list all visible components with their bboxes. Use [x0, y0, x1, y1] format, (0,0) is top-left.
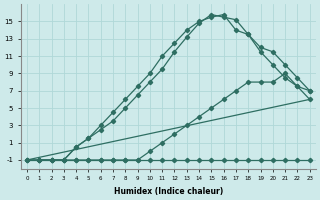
X-axis label: Humidex (Indice chaleur): Humidex (Indice chaleur): [114, 187, 223, 196]
